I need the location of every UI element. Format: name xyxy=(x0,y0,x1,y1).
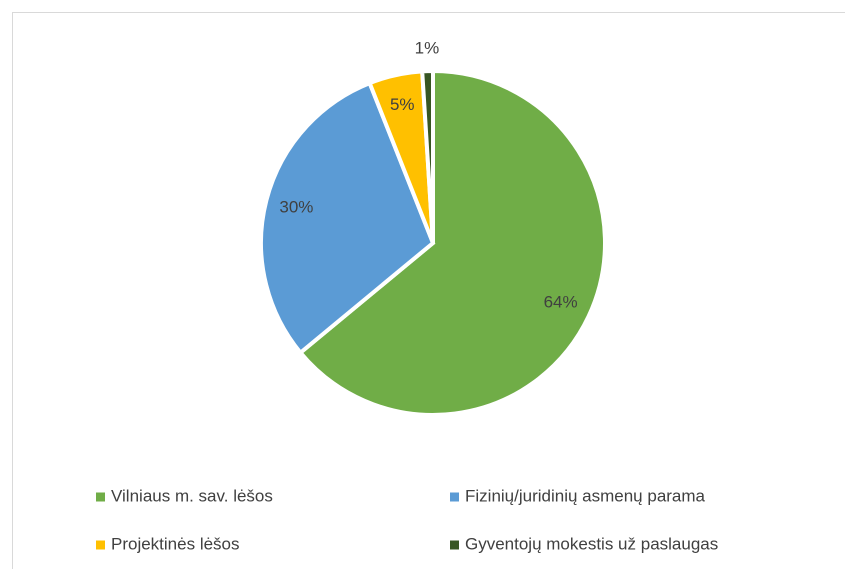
legend-label: Vilniaus m. sav. lėšos xyxy=(111,486,273,505)
pie-slice xyxy=(420,68,435,244)
legend-label: Projektinės lėšos xyxy=(111,534,240,553)
pie-slice xyxy=(297,68,607,417)
data-label: 64% xyxy=(544,293,578,312)
legend-label: Gyventojų mokestis už paslaugas xyxy=(465,534,718,553)
data-label: 1% xyxy=(415,39,440,58)
legend-marker xyxy=(450,492,459,502)
data-label: 5% xyxy=(390,95,415,114)
data-label: 30% xyxy=(279,197,313,216)
legend-marker xyxy=(96,492,105,502)
legend-marker xyxy=(96,540,105,550)
pie-slice xyxy=(259,80,436,356)
legend-label: Fizinių/juridinių asmenų parama xyxy=(465,486,706,505)
legend-marker xyxy=(450,540,459,550)
